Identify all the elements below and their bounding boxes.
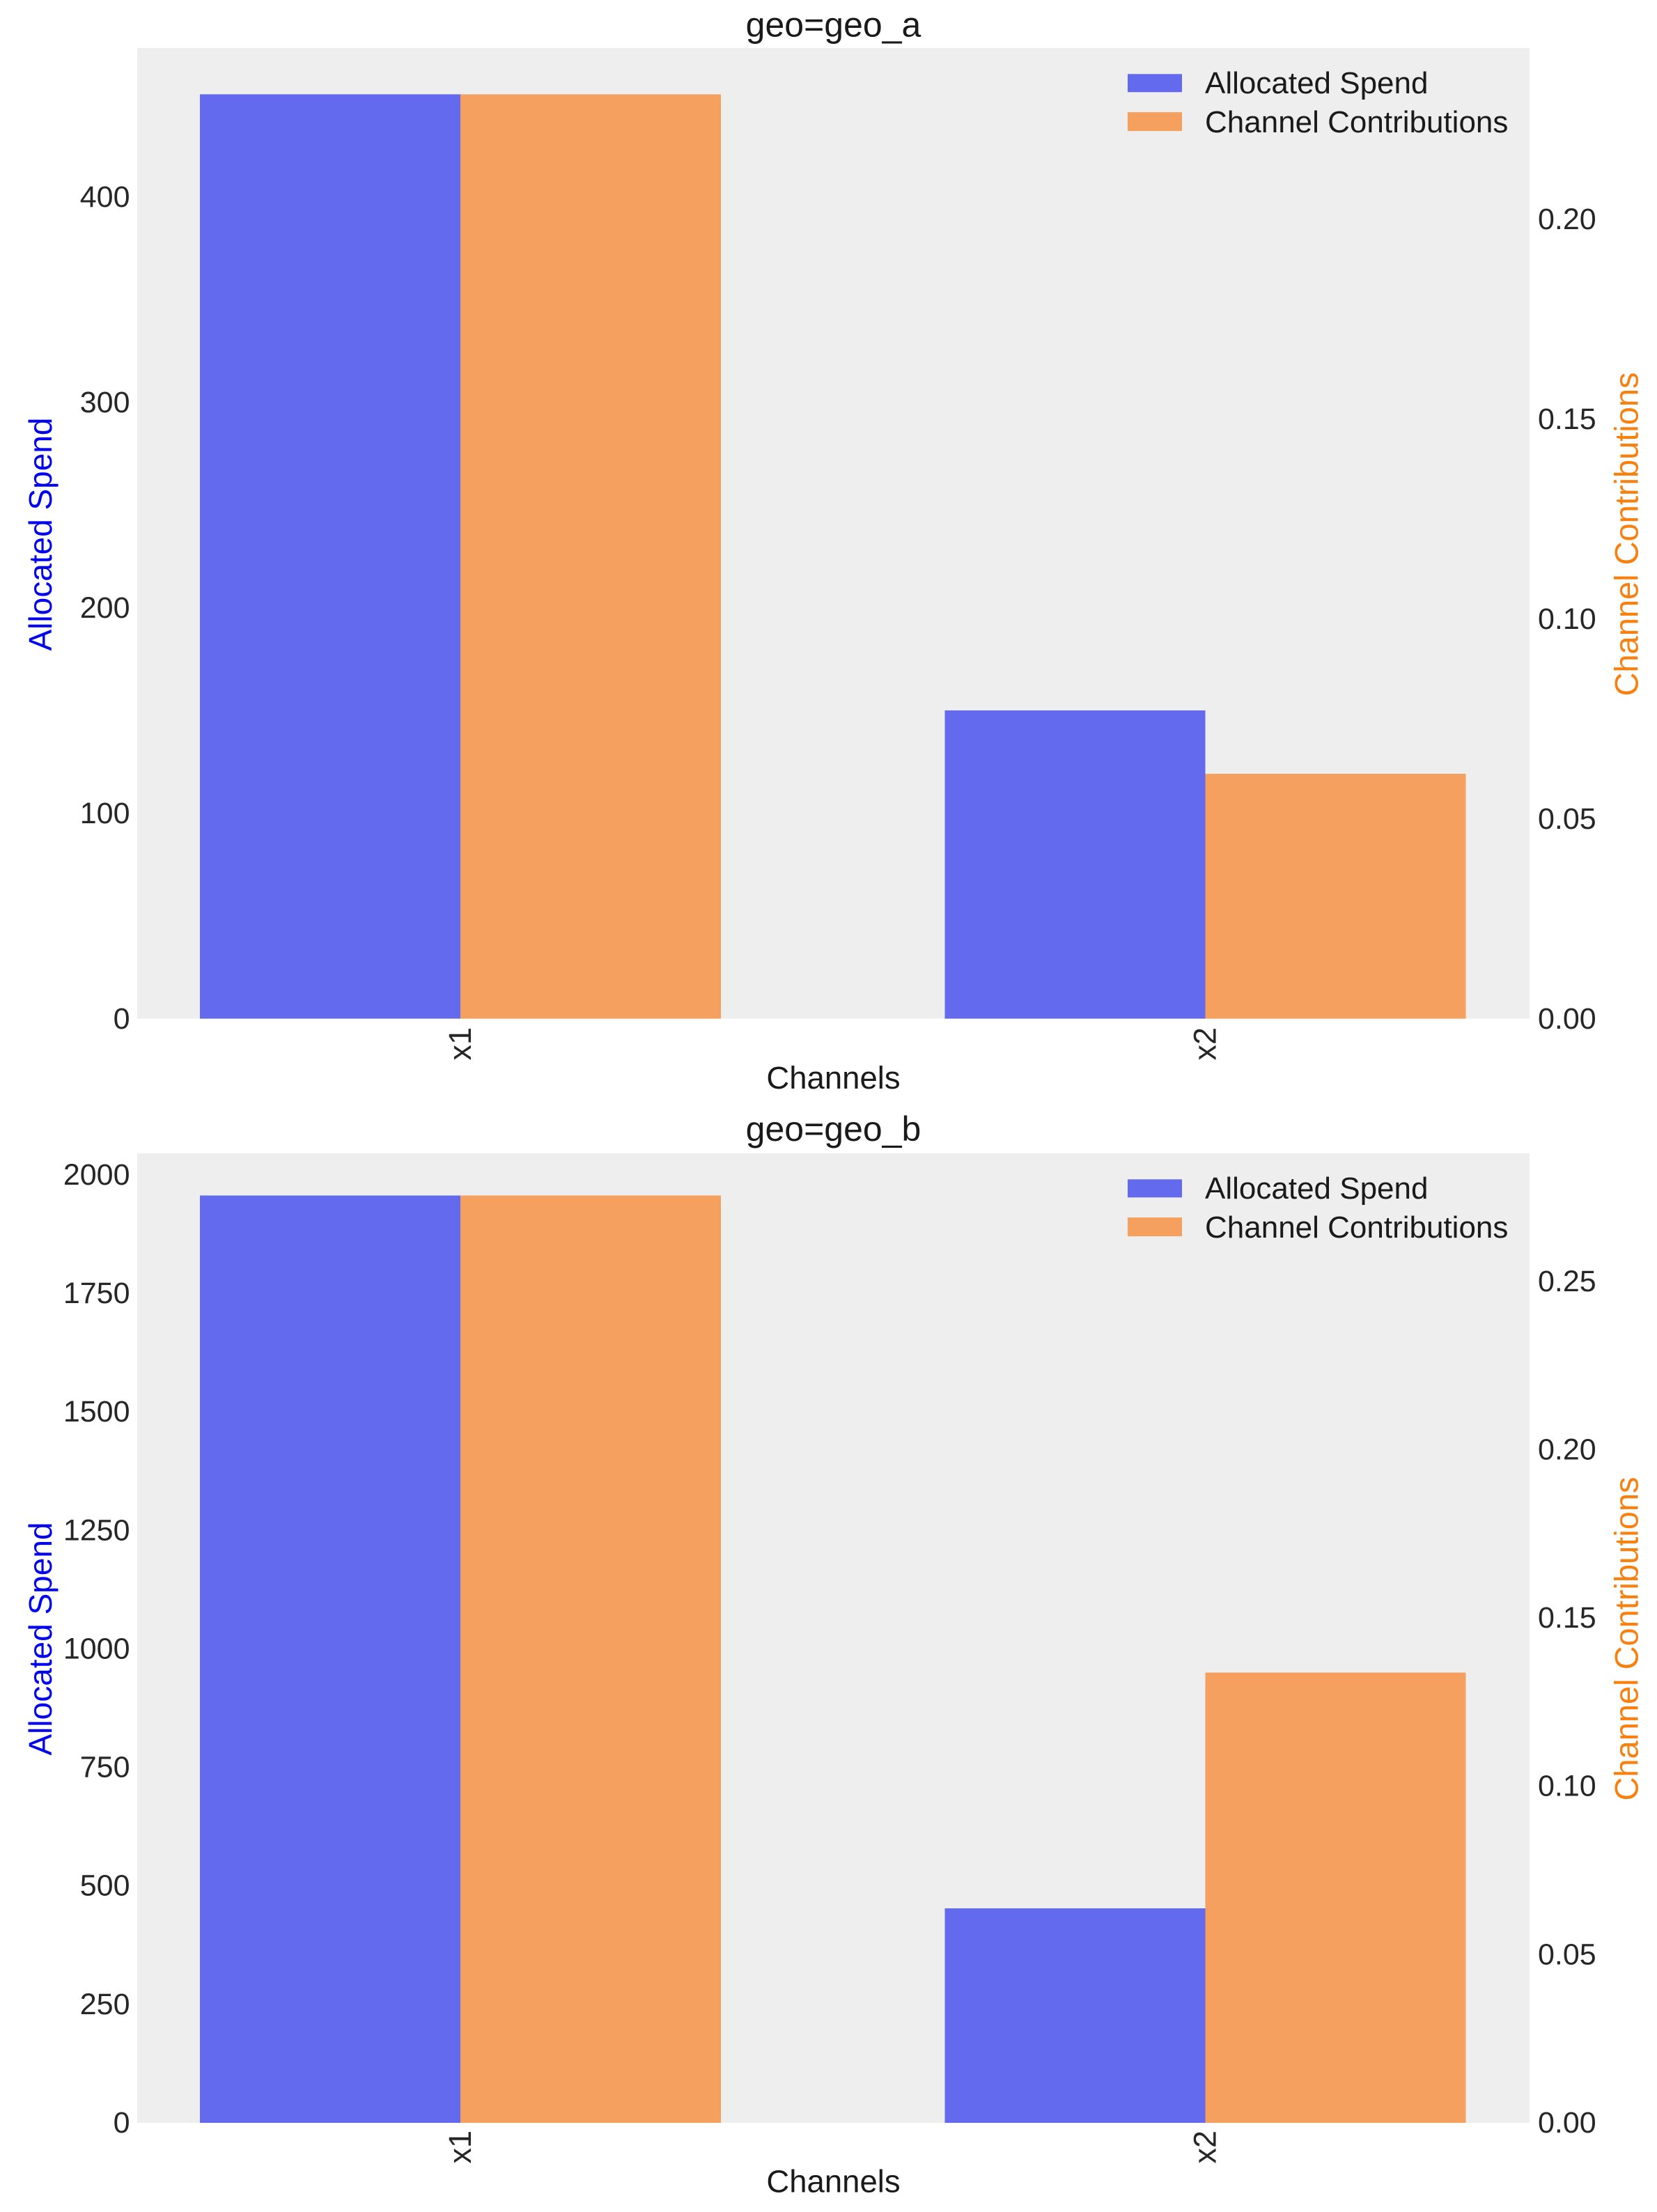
svg-text:x2: x2 (1187, 2131, 1222, 2164)
svg-text:Channels: Channels (766, 2164, 900, 2199)
svg-text:0.15: 0.15 (1538, 403, 1596, 436)
svg-text:Allocated Spend: Allocated Spend (22, 1522, 59, 1755)
svg-text:300: 300 (80, 386, 130, 419)
svg-text:Channel Contributions: Channel Contributions (1608, 1477, 1645, 1800)
svg-text:0.25: 0.25 (1538, 1265, 1596, 1298)
svg-text:Channel Contributions: Channel Contributions (1205, 105, 1508, 139)
svg-text:Allocated Spend: Allocated Spend (22, 417, 59, 651)
svg-text:x1: x1 (442, 2131, 478, 2164)
svg-text:0.20: 0.20 (1538, 203, 1596, 236)
svg-text:750: 750 (80, 1751, 130, 1784)
svg-text:Channel Contributions: Channel Contributions (1608, 372, 1645, 696)
svg-text:500: 500 (80, 1869, 130, 1903)
svg-text:Allocated Spend: Allocated Spend (1205, 1171, 1428, 1206)
svg-text:0.00: 0.00 (1538, 1002, 1596, 1036)
svg-text:100: 100 (80, 797, 130, 830)
svg-text:1250: 1250 (63, 1513, 130, 1547)
svg-text:geo=geo_a: geo=geo_a (746, 6, 921, 45)
svg-text:geo=geo_b: geo=geo_b (746, 1109, 921, 1148)
svg-text:0.05: 0.05 (1538, 1938, 1596, 1971)
svg-text:Allocated Spend: Allocated Spend (1205, 66, 1428, 100)
svg-text:0.05: 0.05 (1538, 802, 1596, 836)
svg-text:0.20: 0.20 (1538, 1433, 1596, 1466)
svg-text:0.10: 0.10 (1538, 602, 1596, 636)
svg-text:0: 0 (114, 2106, 130, 2140)
svg-text:0: 0 (114, 1002, 130, 1036)
svg-text:400: 400 (80, 180, 130, 214)
svg-text:200: 200 (80, 591, 130, 625)
svg-text:1750: 1750 (63, 1277, 130, 1310)
svg-text:2000: 2000 (63, 1158, 130, 1192)
svg-text:1000: 1000 (63, 1632, 130, 1665)
svg-text:1500: 1500 (63, 1395, 130, 1428)
svg-text:Channels: Channels (766, 1060, 900, 1096)
svg-text:Channel Contributions: Channel Contributions (1205, 1210, 1508, 1245)
svg-text:250: 250 (80, 1988, 130, 2021)
svg-text:0.00: 0.00 (1538, 2106, 1596, 2140)
svg-text:0.10: 0.10 (1538, 1770, 1596, 1803)
svg-text:0.15: 0.15 (1538, 1601, 1596, 1635)
svg-text:x1: x1 (442, 1027, 478, 1061)
svg-text:x2: x2 (1187, 1027, 1222, 1061)
